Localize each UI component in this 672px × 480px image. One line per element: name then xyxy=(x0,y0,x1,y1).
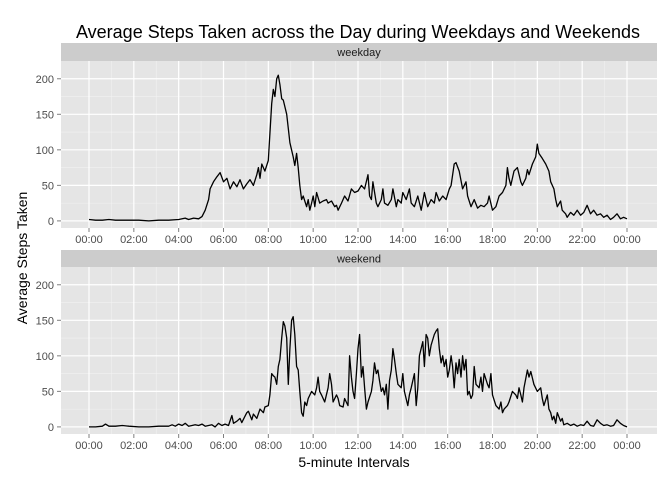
x-tick-label: 14:00 xyxy=(389,234,417,246)
x-axis-title: 5-minute Intervals xyxy=(298,454,409,470)
x-tick-label: 08:00 xyxy=(255,234,283,246)
strip-background xyxy=(61,250,657,267)
x-tick-label: 16:00 xyxy=(434,440,462,452)
x-tick-label: 06:00 xyxy=(210,440,238,452)
y-axis-title: Average Steps Taken xyxy=(14,192,30,325)
y-tick-label: 150 xyxy=(36,315,54,327)
y-tick-label: 100 xyxy=(36,145,54,157)
strip-background xyxy=(61,43,657,61)
y-tick-label: 50 xyxy=(42,386,54,398)
x-tick-label: 16:00 xyxy=(434,234,462,246)
panel-background xyxy=(61,267,657,434)
y-tick-label: 200 xyxy=(36,280,54,292)
x-tick-label: 00:00 xyxy=(75,234,103,246)
x-tick-label: 18:00 xyxy=(479,234,507,246)
y-tick-label: 150 xyxy=(36,109,54,121)
series-line-weekday xyxy=(88,74,628,222)
x-tick-label: 12:00 xyxy=(344,234,372,246)
x-tick-label: 10:00 xyxy=(299,440,327,452)
strip-label: weekend xyxy=(336,254,381,266)
x-tick-label: 12:00 xyxy=(344,440,372,452)
y-tick-label: 100 xyxy=(36,351,54,363)
x-tick-label: 22:00 xyxy=(568,234,596,246)
x-tick-label: 04:00 xyxy=(165,234,193,246)
y-tick-label: 50 xyxy=(42,180,54,192)
y-tick-label: 0 xyxy=(48,422,54,434)
x-tick-label: 06:00 xyxy=(210,234,238,246)
x-tick-label: 14:00 xyxy=(389,440,417,452)
x-tick-label: 02:00 xyxy=(120,234,148,246)
x-tick-label: 02:00 xyxy=(120,440,148,452)
x-tick-label: 00:00 xyxy=(75,440,103,452)
x-tick-label: 04:00 xyxy=(165,440,193,452)
chart-title: Average Steps Taken across the Day durin… xyxy=(76,22,640,42)
x-tick-label: 08:00 xyxy=(255,440,283,452)
y-tick-label: 0 xyxy=(48,216,54,228)
x-tick-label: 18:00 xyxy=(479,440,507,452)
x-tick-label: 20:00 xyxy=(524,234,552,246)
y-tick-label: 200 xyxy=(36,74,54,86)
facet-panels: weekday 0 50 100 150 200 00:00 02:00 04:00 06:00 0… xyxy=(36,43,657,452)
x-tick-label: 22:00 xyxy=(568,440,596,452)
x-tick-label: 00:00 xyxy=(613,440,641,452)
x-tick-label: 00:00 xyxy=(613,234,641,246)
x-tick-label: 20:00 xyxy=(524,440,552,452)
series-line-weekend xyxy=(89,316,628,428)
panel-weekend: weekend 0 50 100 150 200 00:00 02:00 04:00 06:00 0… xyxy=(36,250,657,452)
x-tick-label: 10:00 xyxy=(299,234,327,246)
strip-label: weekday xyxy=(336,47,381,59)
panel-weekday: weekday 0 50 100 150 200 00:00 02:00 04:00 06:00 0… xyxy=(36,43,657,246)
panel-background xyxy=(61,61,657,228)
